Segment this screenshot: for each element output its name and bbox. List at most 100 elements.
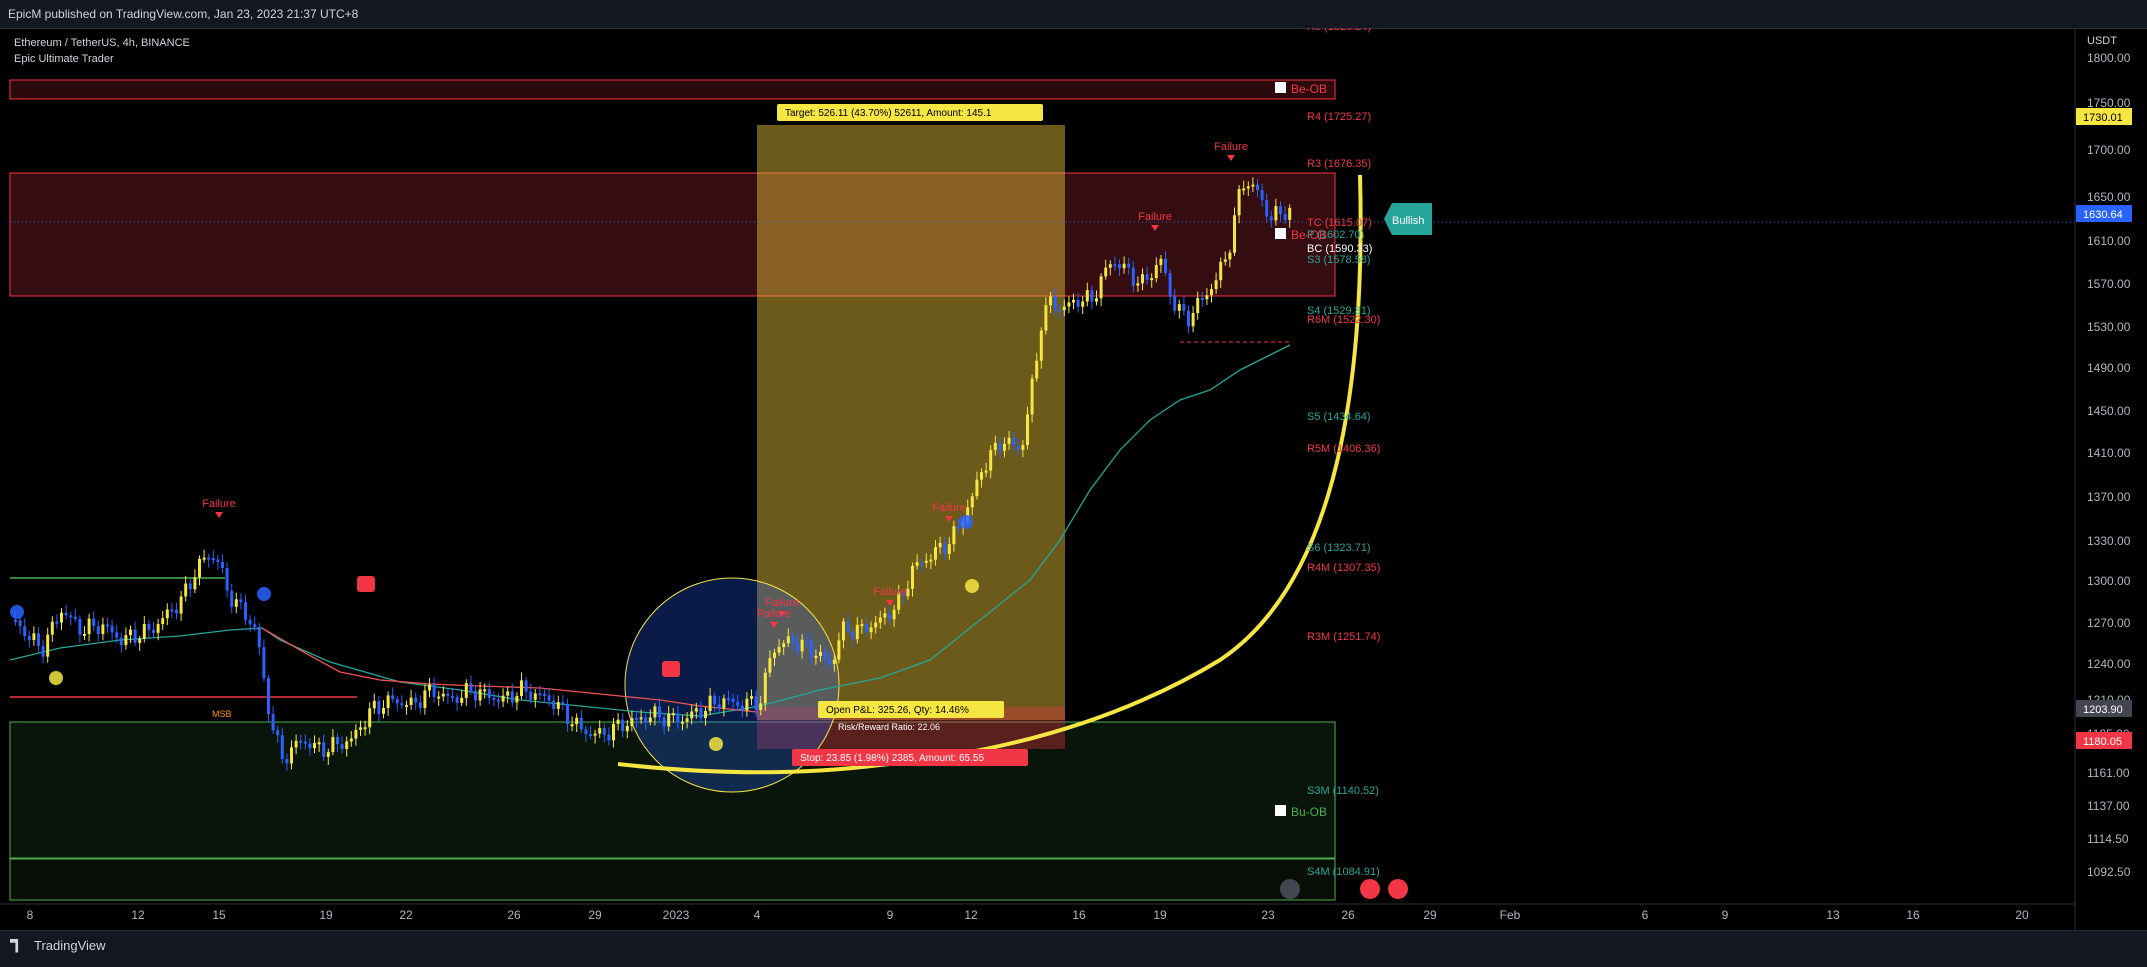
candle-body xyxy=(119,637,123,646)
price-chart[interactable]: FailureFailureFailureFailureFailureFailu… xyxy=(0,28,2147,930)
candle-body xyxy=(395,699,399,704)
us-flag-event-icon[interactable] xyxy=(1360,879,1380,899)
candle-body xyxy=(294,740,298,748)
candle-body xyxy=(133,629,137,643)
candle-body xyxy=(869,627,873,633)
candle-body xyxy=(1256,184,1259,191)
candle-body xyxy=(1251,184,1255,187)
candle-body xyxy=(1058,309,1062,312)
candle-body xyxy=(1113,264,1117,267)
candle-body xyxy=(386,695,390,708)
time-tick: 16 xyxy=(1072,908,1086,922)
price-marker-label: 1630.64 xyxy=(2083,209,2123,221)
candle-body xyxy=(786,636,790,644)
price-tick: 1610.00 xyxy=(2087,234,2131,248)
candle-body xyxy=(129,629,132,636)
bear-ob-icon xyxy=(1275,82,1286,93)
candle-body xyxy=(984,470,988,473)
candle-body xyxy=(515,696,519,703)
candle-body xyxy=(64,612,68,616)
candle-body xyxy=(906,588,910,597)
candle-body xyxy=(731,698,735,702)
candle-body xyxy=(290,747,293,764)
candle-body xyxy=(391,695,395,700)
candle-body xyxy=(1237,188,1241,216)
candle-body xyxy=(1288,207,1292,220)
price-tick: 1270.00 xyxy=(2087,616,2131,630)
candle-body xyxy=(1196,298,1200,314)
candle-body xyxy=(1012,437,1016,446)
candle-body xyxy=(957,526,960,529)
time-tick: 9 xyxy=(887,908,894,922)
footer-bar xyxy=(0,930,2147,967)
candle-body xyxy=(437,696,441,699)
candle-body xyxy=(1136,283,1140,286)
candle-body xyxy=(759,703,763,710)
candle-body xyxy=(543,693,546,696)
candle-body xyxy=(207,557,211,560)
pivot-label: R5M (1406.36) xyxy=(1307,443,1380,455)
candle-body xyxy=(308,743,312,749)
time-tick: 29 xyxy=(1423,908,1437,922)
msb-label: MSB xyxy=(212,709,232,719)
candle-body xyxy=(1223,259,1227,262)
price-tick: 1650.00 xyxy=(2087,190,2131,204)
candle-body xyxy=(842,621,845,641)
candle-body xyxy=(1269,216,1273,221)
candle-body xyxy=(405,704,408,707)
candle-body xyxy=(497,699,500,702)
pivot-label: R6M (1522.30) xyxy=(1307,314,1380,326)
candle-body xyxy=(271,714,275,731)
pivot-label: TC (1615.07) xyxy=(1307,217,1372,229)
signal-dot-icon xyxy=(965,579,979,593)
failure-label: Failure xyxy=(932,502,966,514)
candle-body xyxy=(152,629,155,633)
pivot-label: R3M (1251.74) xyxy=(1307,631,1380,643)
failure-label: Failure xyxy=(757,608,791,620)
candle-body xyxy=(423,690,427,708)
price-marker-label: 1180.05 xyxy=(2083,736,2122,748)
candle-body xyxy=(216,559,220,563)
signal-dot-icon xyxy=(959,515,973,529)
candle-body xyxy=(855,624,859,640)
candle-body xyxy=(1039,330,1043,361)
candle-body xyxy=(340,744,344,750)
price-marker-grey xyxy=(2076,700,2132,717)
tradingview-logo[interactable]: TradingView xyxy=(10,938,106,953)
lightning-icon[interactable] xyxy=(1280,879,1300,899)
candle-body xyxy=(980,472,983,480)
candle-body xyxy=(570,724,574,727)
failure-label: Failure xyxy=(873,586,907,598)
candle-body xyxy=(745,698,749,711)
candle-body xyxy=(1131,267,1135,286)
candle-body xyxy=(73,616,77,619)
candle-body xyxy=(455,697,459,703)
candle-body xyxy=(41,645,45,657)
candle-body xyxy=(478,689,482,701)
candle-body xyxy=(313,742,316,749)
risk-reward-label: Risk/Reward Ratio: 22.06 xyxy=(838,722,940,732)
candle-body xyxy=(474,690,477,701)
candle-body xyxy=(782,643,786,648)
target-box xyxy=(757,125,1065,720)
candle-body xyxy=(239,599,243,603)
candle-body xyxy=(934,547,937,560)
tradingview-brand: TradingView xyxy=(34,938,106,953)
price-tick: 1330.00 xyxy=(2087,534,2131,548)
us-flag-event-icon[interactable] xyxy=(1388,879,1408,899)
candle-body xyxy=(27,636,31,641)
candle-body xyxy=(1122,263,1126,269)
failure-label: Failure xyxy=(1214,141,1248,153)
candle-body xyxy=(1154,265,1158,279)
candle-body xyxy=(285,758,289,764)
candle-body xyxy=(851,631,855,640)
failure-triangle-icon xyxy=(770,622,778,628)
candle-body xyxy=(55,621,59,624)
candle-body xyxy=(1242,188,1246,191)
candle-body xyxy=(901,592,905,597)
candle-body xyxy=(888,613,891,620)
candle-body xyxy=(929,559,933,562)
candle-body xyxy=(211,558,215,561)
candle-body xyxy=(1177,304,1181,311)
candle-body xyxy=(198,558,201,578)
